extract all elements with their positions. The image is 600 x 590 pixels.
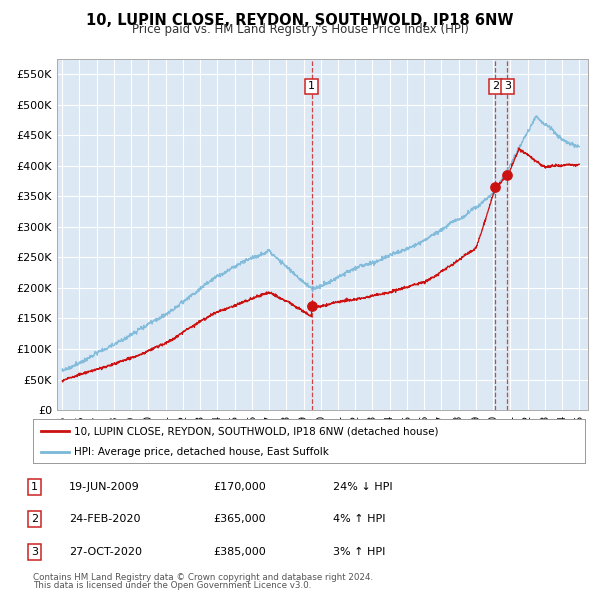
Text: 27-OCT-2020: 27-OCT-2020 xyxy=(69,547,142,556)
Text: 10, LUPIN CLOSE, REYDON, SOUTHWOLD, IP18 6NW: 10, LUPIN CLOSE, REYDON, SOUTHWOLD, IP18… xyxy=(86,13,514,28)
Text: 3% ↑ HPI: 3% ↑ HPI xyxy=(333,547,385,556)
Text: 2: 2 xyxy=(491,81,499,91)
Text: 24% ↓ HPI: 24% ↓ HPI xyxy=(333,482,392,491)
Text: HPI: Average price, detached house, East Suffolk: HPI: Average price, detached house, East… xyxy=(74,447,329,457)
Text: 3: 3 xyxy=(504,81,511,91)
Text: This data is licensed under the Open Government Licence v3.0.: This data is licensed under the Open Gov… xyxy=(33,581,311,590)
Text: 4% ↑ HPI: 4% ↑ HPI xyxy=(333,514,386,524)
Text: 1: 1 xyxy=(31,482,38,491)
Point xyxy=(503,171,512,180)
Text: Contains HM Land Registry data © Crown copyright and database right 2024.: Contains HM Land Registry data © Crown c… xyxy=(33,572,373,582)
Text: £385,000: £385,000 xyxy=(213,547,266,556)
Text: 3: 3 xyxy=(31,547,38,556)
Point xyxy=(490,182,500,192)
Text: £170,000: £170,000 xyxy=(213,482,266,491)
Point xyxy=(307,301,316,311)
Text: 1: 1 xyxy=(308,81,315,91)
Text: 10, LUPIN CLOSE, REYDON, SOUTHWOLD, IP18 6NW (detached house): 10, LUPIN CLOSE, REYDON, SOUTHWOLD, IP18… xyxy=(74,427,439,436)
Text: 19-JUN-2009: 19-JUN-2009 xyxy=(69,482,140,491)
Text: £365,000: £365,000 xyxy=(213,514,266,524)
Text: 24-FEB-2020: 24-FEB-2020 xyxy=(69,514,140,524)
Text: 2: 2 xyxy=(31,514,38,524)
Text: Price paid vs. HM Land Registry's House Price Index (HPI): Price paid vs. HM Land Registry's House … xyxy=(131,23,469,36)
